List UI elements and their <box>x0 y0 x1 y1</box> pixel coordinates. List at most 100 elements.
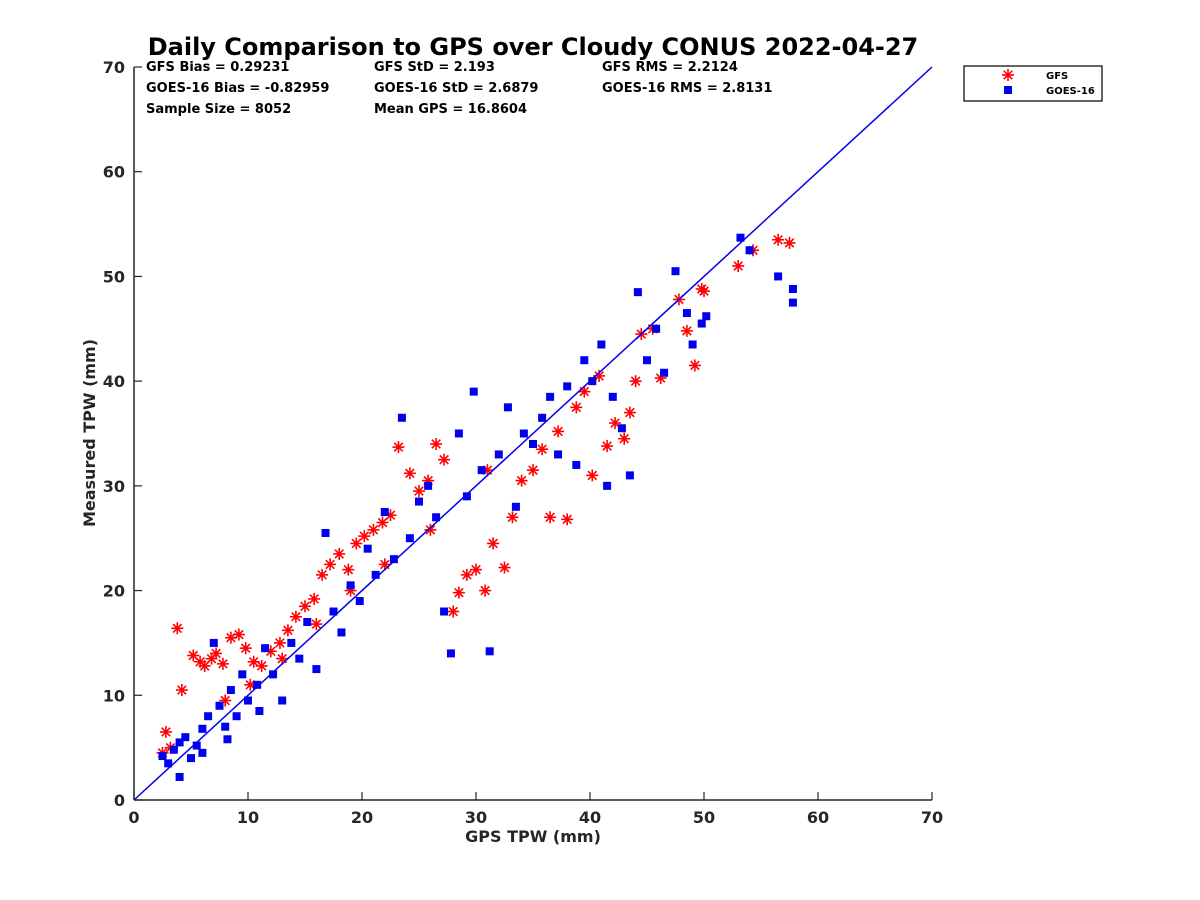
goes16-point <box>625 471 634 480</box>
gfs-point <box>544 511 557 524</box>
goes16-point <box>363 544 372 553</box>
gfs-point <box>586 469 599 482</box>
goes16-point <box>269 670 278 679</box>
goes16-point <box>321 528 330 537</box>
gfs-point <box>350 537 363 550</box>
gfs-point <box>506 511 519 524</box>
stat-sample-size: Sample Size = 8052 <box>146 102 291 117</box>
gfs-point <box>536 443 549 456</box>
x-tick-label: 70 <box>921 808 943 827</box>
y-axis-label: Measured TPW (mm) <box>80 339 99 527</box>
gfs-point <box>198 659 211 672</box>
x-tick-label: 10 <box>237 808 259 827</box>
goes16-point <box>563 382 572 391</box>
goes16-point <box>688 340 697 349</box>
gfs-point <box>316 568 329 581</box>
goes16-point <box>312 665 321 674</box>
gfs-point <box>498 561 511 574</box>
goes16-point <box>287 638 296 647</box>
gfs-point <box>378 558 391 571</box>
goes16-point <box>519 429 528 438</box>
goes16-point <box>671 267 680 276</box>
goes16-point <box>580 356 589 365</box>
goes16-point <box>454 429 463 438</box>
gfs-point <box>688 359 701 372</box>
gfs-point <box>680 324 693 337</box>
goes16-point <box>255 706 264 715</box>
goes16-point <box>432 513 441 522</box>
stat-gfs-std: GFS StD = 2.193 <box>374 60 495 75</box>
x-axis-ticks: 0 10 20 30 40 50 60 70 <box>128 792 943 827</box>
goes16-point <box>397 413 406 422</box>
goes16-point <box>238 670 247 679</box>
goes16-point <box>192 741 201 750</box>
gfs-point <box>413 485 425 498</box>
y-tick-label: 20 <box>103 582 125 601</box>
goes16-point <box>485 647 494 656</box>
gfs-point <box>629 375 642 388</box>
gfs-point <box>289 610 302 623</box>
gfs-point <box>308 592 321 605</box>
stats-block: GFS Bias = 0.29231 GFS StD = 2.193 GFS R… <box>146 60 772 117</box>
goes16-point <box>538 413 547 422</box>
goes16-point <box>175 738 184 747</box>
gfs-point <box>219 694 232 707</box>
goes16-point <box>477 466 486 475</box>
goes16-point <box>424 481 433 490</box>
gfs-point <box>159 725 172 738</box>
goes16-point <box>371 570 380 579</box>
y-axis-ticks: 0 10 20 30 40 50 60 70 <box>103 58 142 810</box>
gfs-point <box>578 385 591 398</box>
chart-title: Daily Comparison to GPS over Cloudy CONU… <box>148 33 919 61</box>
y-tick-label: 30 <box>103 477 125 496</box>
goes16-point <box>643 356 651 365</box>
goes16-point <box>788 298 797 307</box>
goes16-point <box>608 392 617 401</box>
goes16-point <box>303 617 312 626</box>
gfs-point <box>247 655 260 668</box>
gfs-point <box>210 647 223 660</box>
goes16-point <box>337 628 346 637</box>
goes16-point <box>158 752 167 761</box>
gfs-point <box>376 516 389 529</box>
x-tick-label: 50 <box>693 808 715 827</box>
gfs-point <box>175 684 188 697</box>
goes16-point <box>511 502 520 511</box>
goes16-series <box>158 233 797 781</box>
goes16-point <box>221 722 230 731</box>
axes-box <box>133 67 932 801</box>
gfs-point <box>358 530 371 543</box>
stat-goes-bias: GOES-16 Bias = -0.82959 <box>146 81 329 96</box>
gfs-point <box>601 440 614 453</box>
gfs-point <box>772 233 785 246</box>
gfs-point <box>424 523 437 536</box>
gfs-point <box>623 406 636 419</box>
y-tick-label: 40 <box>103 372 125 391</box>
goes16-point <box>503 403 512 412</box>
goes16-point <box>405 534 414 543</box>
x-tick-label: 40 <box>579 808 601 827</box>
gfs-point <box>232 628 245 641</box>
goes16-point <box>187 754 195 763</box>
goes16-point <box>261 644 270 653</box>
gfs-point <box>452 586 465 599</box>
stat-goes-std: GOES-16 StD = 2.6879 <box>374 81 538 96</box>
goes16-point <box>244 696 252 705</box>
goes16-point <box>588 377 597 386</box>
goes16-point <box>232 712 241 721</box>
goes16-point <box>440 607 449 616</box>
goes16-point <box>633 288 642 297</box>
gfs-point <box>324 558 337 571</box>
gfs-point <box>171 622 184 635</box>
goes16-point <box>745 246 754 255</box>
goes16-point <box>198 724 207 733</box>
one-to-one-line <box>133 66 933 801</box>
gfs-point <box>333 547 346 560</box>
x-tick-label: 60 <box>807 808 829 827</box>
gfs-point <box>430 437 443 450</box>
gfs-point <box>438 453 451 466</box>
x-tick-label: 0 <box>128 808 139 827</box>
gfs-point <box>698 285 710 298</box>
gfs-point <box>515 474 528 487</box>
